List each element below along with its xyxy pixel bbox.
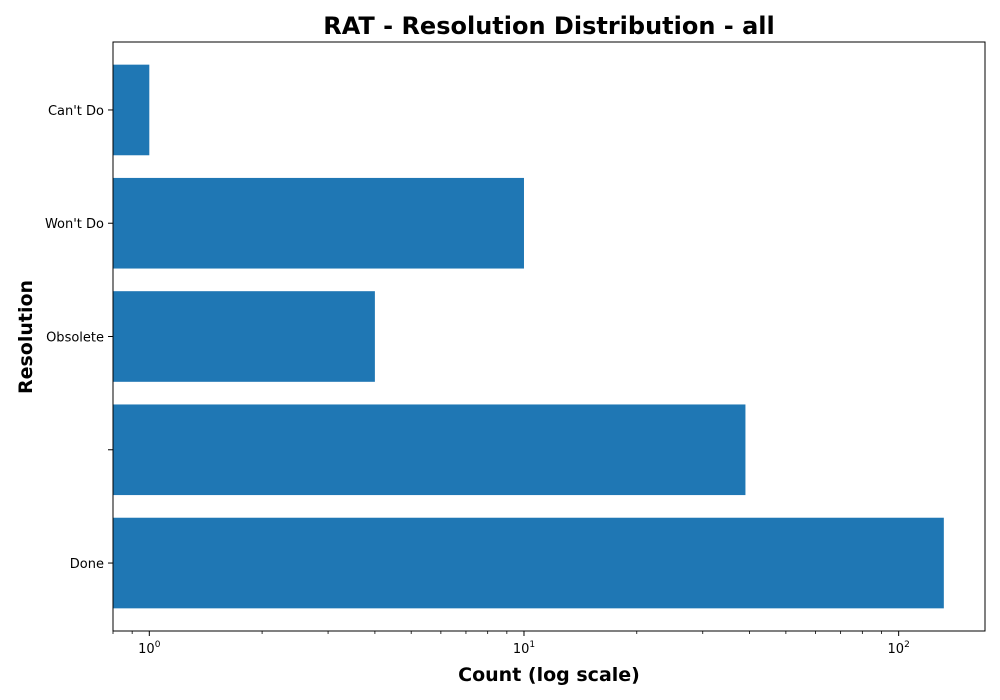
bar-won-t-do (113, 177, 524, 269)
bar-can-t-do (113, 64, 150, 156)
y-tick-label: Obsolete (46, 331, 104, 346)
x-tick-label: 101 (513, 640, 535, 657)
bar-done (113, 517, 944, 609)
y-tick-label: Won't Do (45, 217, 104, 232)
x-tick-label: 102 (888, 640, 910, 657)
y-tick-label: Done (70, 557, 104, 572)
bars-layer (113, 64, 944, 609)
x-tick-label: 100 (138, 640, 161, 657)
y-axis-label: Resolution (15, 280, 37, 394)
ticks-layer: Done Obsolete Won't Do Can't Do 100 101 102 (45, 104, 910, 657)
bar-unlabeled (113, 404, 746, 496)
chart-title: RAT - Resolution Distribution - all (323, 12, 775, 40)
bar-obsolete (113, 291, 375, 382)
y-tick-label: Can't Do (48, 104, 104, 119)
x-axis-label: Count (log scale) (458, 664, 640, 686)
